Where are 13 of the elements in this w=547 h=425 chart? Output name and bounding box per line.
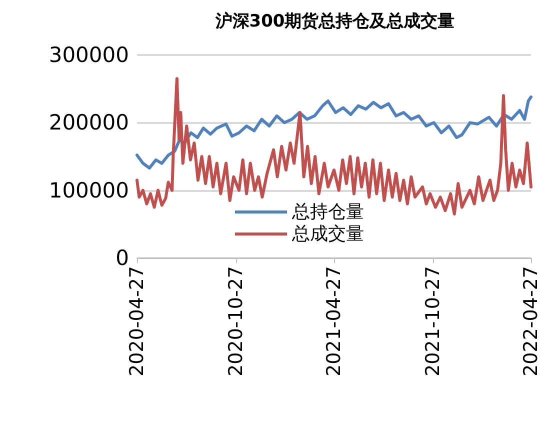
x-tick-label: 2022-04-27 xyxy=(520,266,542,376)
x-tick-label: 2021-04-27 xyxy=(323,266,345,376)
line-series xyxy=(136,95,532,170)
legend-label: 总持仓量 xyxy=(291,202,364,222)
y-tick-label: 0 xyxy=(116,246,129,270)
x-tick-label: 2020-04-27 xyxy=(126,266,148,376)
x-tick-label: 2021-10-27 xyxy=(422,266,444,376)
x-tick-label: 2020-10-27 xyxy=(224,266,247,376)
y-tick-label: 200000 xyxy=(48,110,129,135)
y-tick-label: 100000 xyxy=(48,178,129,202)
y-tick-label: 300000 xyxy=(48,43,129,67)
chart-title: 沪深300期货总持仓及总成交量 xyxy=(214,12,455,32)
legend-label: 总成交量 xyxy=(291,224,364,244)
